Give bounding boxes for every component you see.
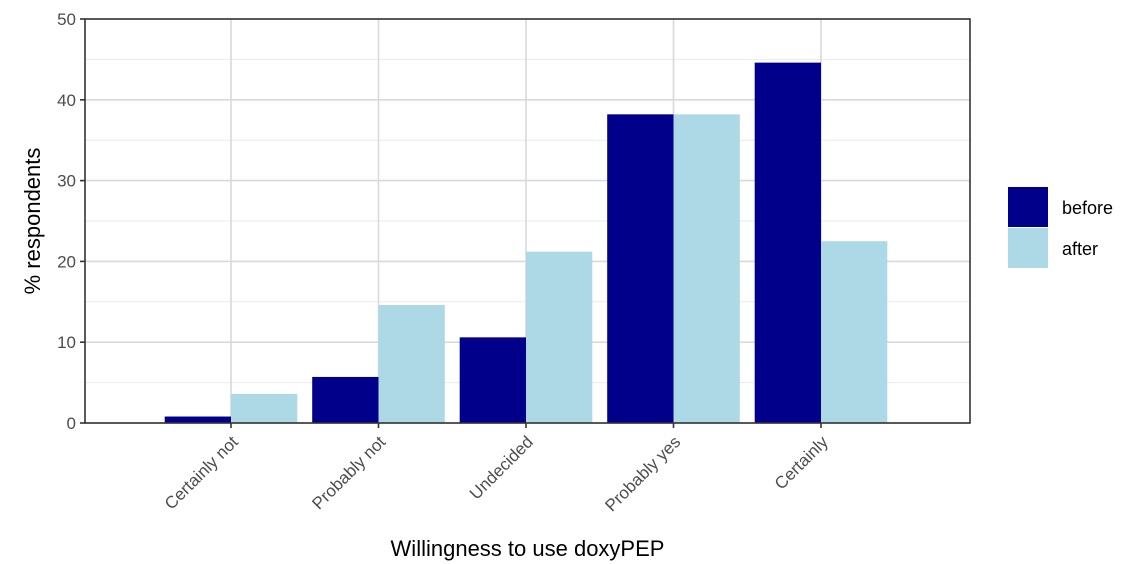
y-axis-ticks: 0 10 20 30 40 50 [57, 10, 85, 433]
y-tick-label: 20 [57, 252, 76, 271]
x-axis-title: Willingness to use doxyPEP [391, 536, 665, 561]
legend: before after [1008, 187, 1113, 268]
bar-before [164, 416, 231, 423]
bar-after [378, 305, 445, 423]
bar-after [231, 393, 298, 423]
y-tick-label: 50 [57, 10, 76, 29]
x-tick-label: Probably not [308, 432, 389, 513]
legend-label-after: after [1062, 239, 1098, 259]
bar-before [754, 62, 821, 424]
bar-after [526, 251, 593, 423]
legend-label-before: before [1062, 198, 1113, 218]
bar-before [607, 114, 674, 424]
y-axis-title: % respondents [20, 148, 45, 295]
y-tick-label: 30 [57, 172, 76, 191]
y-tick-label: 0 [67, 414, 76, 433]
bar-before [459, 337, 526, 423]
panel-border [84, 18, 971, 424]
bar-before [312, 376, 379, 423]
bar-after [821, 241, 888, 423]
x-tick-label: Certainly not [161, 432, 242, 513]
y-tick-label: 40 [57, 91, 76, 110]
bars [164, 62, 888, 424]
y-tick-label: 10 [57, 333, 76, 352]
x-axis-ticks: Certainly not Probably not Undecided Probab… [161, 423, 832, 515]
legend-key-after [1008, 228, 1048, 268]
x-tick-label: Certainly [771, 432, 832, 493]
x-tick-label: Undecided [466, 432, 537, 503]
x-tick-label: Probably yes [601, 432, 684, 515]
bar-after [673, 114, 740, 424]
legend-key-before [1008, 187, 1048, 227]
